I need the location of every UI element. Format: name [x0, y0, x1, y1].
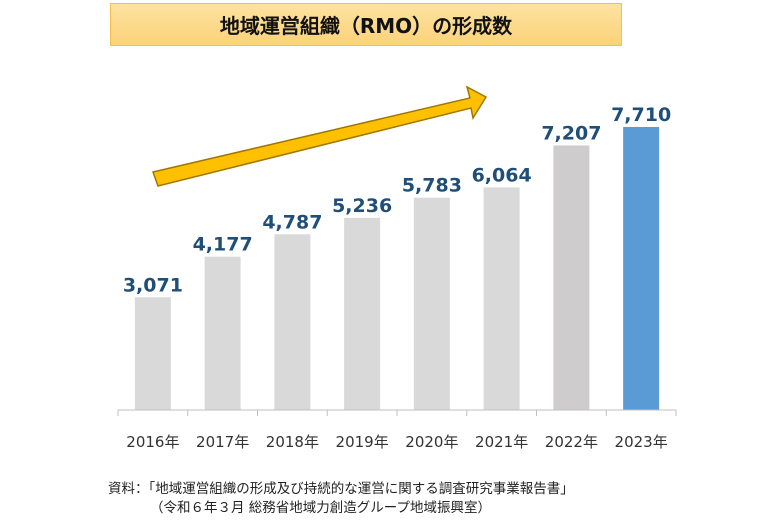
x-tick-label: 2020年	[405, 433, 458, 451]
trend-arrow-icon	[152, 85, 488, 187]
x-tick-label: 2021年	[475, 433, 528, 451]
data-label: 7,710	[611, 104, 671, 126]
bar-2023年	[623, 127, 660, 410]
data-label: 3,071	[123, 274, 183, 296]
data-label: 4,787	[262, 211, 322, 233]
x-tick-label: 2019年	[336, 433, 389, 451]
source-line-1: 資料：「地域運営組織の形成及び持続的な運営に関する調査研究事業報告書」	[108, 481, 574, 497]
x-tick-label: 2018年	[266, 433, 319, 451]
x-tick-label: 2022年	[545, 433, 598, 451]
bar-2018年	[274, 234, 311, 410]
source-line-2: （令和６年３月 総務省地域力創造グループ地域振興室）	[150, 500, 491, 516]
data-label: 6,064	[472, 164, 532, 186]
x-tick-label: 2016年	[126, 433, 179, 451]
bar-2016年	[134, 297, 171, 410]
data-label: 5,783	[402, 175, 462, 197]
bar-2020年	[413, 197, 450, 410]
bar-2022年	[553, 145, 590, 411]
x-tick-label: 2017年	[196, 433, 249, 451]
chart-title: 地域運営組織（RMO）の形成数	[110, 3, 622, 46]
data-label: 4,177	[193, 234, 253, 256]
bar-2017年	[204, 256, 241, 410]
bar-2021年	[483, 187, 520, 410]
data-label: 5,236	[332, 195, 392, 217]
x-tick-label: 2023年	[615, 433, 668, 451]
data-label: 7,207	[541, 122, 601, 144]
bar-2019年	[344, 217, 381, 410]
